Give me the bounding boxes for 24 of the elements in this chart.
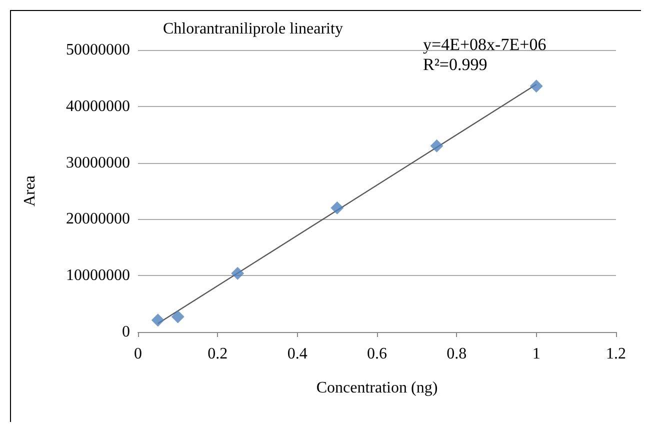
annotation: R²=0.999 bbox=[423, 55, 488, 74]
annotation: y=4E+08x-7E+06 bbox=[423, 35, 546, 54]
y-tick-label: 10000000 bbox=[66, 267, 130, 284]
y-tick-label: 50000000 bbox=[66, 42, 130, 58]
x-tick-label: 0 bbox=[134, 346, 142, 362]
y-tick-label: 0 bbox=[122, 324, 130, 340]
point bbox=[530, 80, 543, 93]
x-tick-label: 1.2 bbox=[606, 346, 626, 362]
point bbox=[231, 266, 244, 280]
chart-title: Chlorantraniliprole linearity bbox=[163, 20, 343, 38]
x-tick-label: 1 bbox=[532, 346, 540, 362]
y-axis-title: Area bbox=[22, 175, 38, 207]
point bbox=[330, 201, 344, 214]
point bbox=[151, 314, 164, 327]
x-axis-title: Concentration (ng) bbox=[316, 380, 438, 396]
point bbox=[430, 139, 444, 152]
y-tick-label: 30000000 bbox=[66, 154, 130, 172]
x-tick-label: 0.8 bbox=[446, 346, 467, 362]
y-tick-label: 40000000 bbox=[66, 98, 130, 115]
x-tick-label: 0.4 bbox=[287, 346, 308, 362]
point bbox=[171, 310, 184, 324]
x-tick-label: 0.2 bbox=[208, 346, 228, 362]
y-tick-label: 20000000 bbox=[66, 210, 130, 228]
x-tick-label: 0.6 bbox=[367, 346, 387, 362]
